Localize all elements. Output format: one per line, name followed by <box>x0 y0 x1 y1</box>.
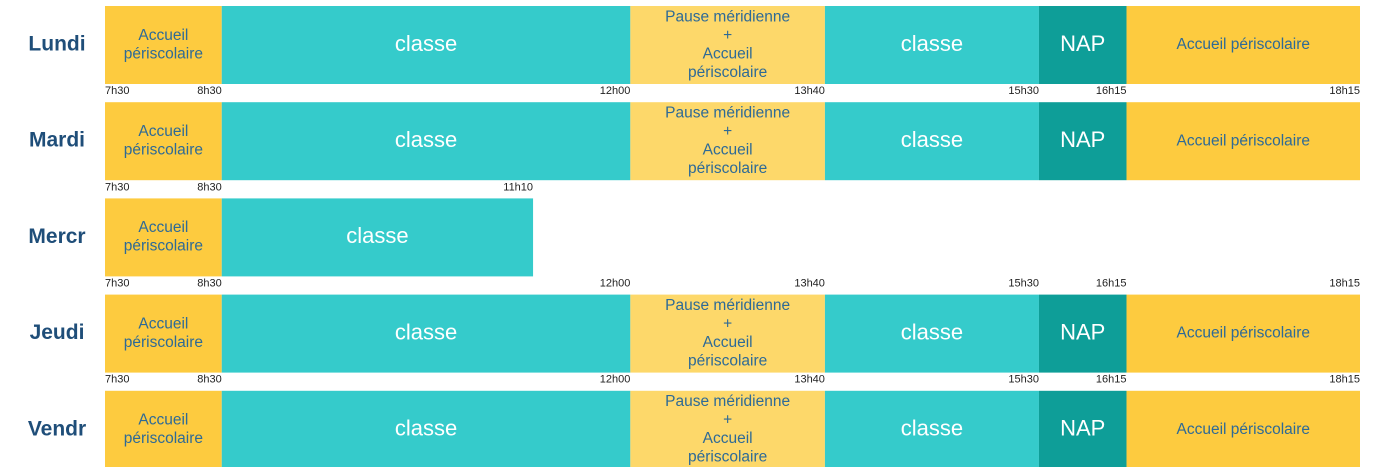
segment-label: + <box>723 27 732 44</box>
segment-label: classe <box>395 127 457 152</box>
segment-label: Accueil périscolaire <box>1176 421 1310 438</box>
time-label: 12h00 <box>600 374 631 386</box>
segment-label: périscolaire <box>124 334 203 351</box>
segment-label: Accueil <box>138 219 188 236</box>
segment <box>105 6 222 84</box>
segment-label: Accueil <box>703 334 753 351</box>
segment <box>221 198 534 277</box>
time-label: 12h00 <box>600 278 631 290</box>
time-label: 11h10 <box>503 181 533 193</box>
day-name: Jeudi <box>30 321 85 344</box>
time-label: 15h30 <box>1008 85 1039 97</box>
time-label: 15h30 <box>1008 374 1039 386</box>
time-label: 7h30 <box>105 278 129 290</box>
segment-label: périscolaire <box>124 45 203 62</box>
day-name: Mardi <box>29 129 85 152</box>
segment <box>1126 102 1360 181</box>
segment-label: périscolaire <box>688 64 767 81</box>
time-label: 18h15 <box>1329 278 1360 290</box>
segment <box>105 102 222 181</box>
segment-label: périscolaire <box>124 238 203 255</box>
segment <box>221 390 631 467</box>
segment-label: Accueil <box>138 123 188 140</box>
day-name: Lundi <box>28 33 85 56</box>
segment <box>221 6 631 84</box>
segment-label: Accueil <box>703 45 753 62</box>
segment-label: classe <box>346 223 408 248</box>
segment-label: + <box>723 315 732 332</box>
segment-label: Pause méridienne <box>665 393 790 410</box>
segment-label: classe <box>901 127 963 152</box>
segment <box>824 390 1039 467</box>
day-name: Vendr <box>28 417 86 440</box>
time-label: 12h00 <box>600 85 631 97</box>
segment-label: Accueil <box>138 27 188 44</box>
segment-label: Pause méridienne <box>665 105 790 122</box>
time-label: 18h15 <box>1329 374 1360 386</box>
segment <box>630 102 825 181</box>
segment-label: classe <box>901 31 963 56</box>
segment-label: périscolaire <box>124 430 203 447</box>
segment <box>1038 6 1127 84</box>
segment-label: Accueil <box>138 315 188 332</box>
segment <box>221 102 631 181</box>
time-label: 7h30 <box>105 181 129 193</box>
time-label: 8h30 <box>197 181 221 193</box>
time-label: 7h30 <box>105 374 129 386</box>
time-label: 13h40 <box>794 374 825 386</box>
time-label: 7h30 <box>105 85 129 97</box>
segment-label: + <box>723 123 732 140</box>
segment <box>630 6 825 84</box>
segment-label: classe <box>901 416 963 441</box>
segment-label: Accueil <box>703 430 753 447</box>
segment-label: classe <box>395 319 457 344</box>
segment <box>824 102 1039 181</box>
segment-label: périscolaire <box>688 449 767 466</box>
segment-label: NAP <box>1060 416 1105 441</box>
segment <box>105 390 222 467</box>
segment <box>1038 102 1127 181</box>
segment <box>630 390 825 467</box>
day-name: Mercr <box>28 225 85 248</box>
time-label: 16h15 <box>1096 85 1127 97</box>
segment-label: périscolaire <box>688 160 767 177</box>
segment <box>1126 6 1360 84</box>
segment-label: classe <box>901 319 963 344</box>
time-label: 15h30 <box>1008 278 1039 290</box>
segment <box>1038 390 1127 467</box>
segment-label: NAP <box>1060 319 1105 344</box>
segment-label: périscolaire <box>124 142 203 159</box>
segment <box>1126 390 1360 467</box>
time-label: 13h40 <box>794 85 825 97</box>
segment <box>221 294 631 373</box>
segment <box>630 294 825 373</box>
segment-label: NAP <box>1060 127 1105 152</box>
time-label: 16h15 <box>1096 374 1127 386</box>
segment-label: Accueil périscolaire <box>1176 36 1310 53</box>
segment-label: périscolaire <box>688 352 767 369</box>
segment-label: Accueil <box>703 142 753 159</box>
segment <box>105 198 222 277</box>
time-label: 18h15 <box>1329 85 1360 97</box>
segment-label: classe <box>395 31 457 56</box>
segment-label: Accueil périscolaire <box>1176 132 1310 149</box>
segment-label: Accueil périscolaire <box>1176 325 1310 342</box>
time-label: 13h40 <box>794 278 825 290</box>
segment-label: Pause méridienne <box>665 297 790 314</box>
segment-label: NAP <box>1060 31 1105 56</box>
segment-label: classe <box>395 416 457 441</box>
segment <box>824 6 1039 84</box>
segment-label: Pause méridienne <box>665 8 790 25</box>
time-label: 8h30 <box>197 374 221 386</box>
time-label: 16h15 <box>1096 278 1127 290</box>
segment-label: + <box>723 412 732 429</box>
time-label: 8h30 <box>197 278 221 290</box>
segment <box>105 294 222 373</box>
segment <box>824 294 1039 373</box>
segment <box>1126 294 1360 373</box>
segment <box>1038 294 1127 373</box>
segment-label: Accueil <box>138 412 188 429</box>
time-label: 8h30 <box>197 85 221 97</box>
